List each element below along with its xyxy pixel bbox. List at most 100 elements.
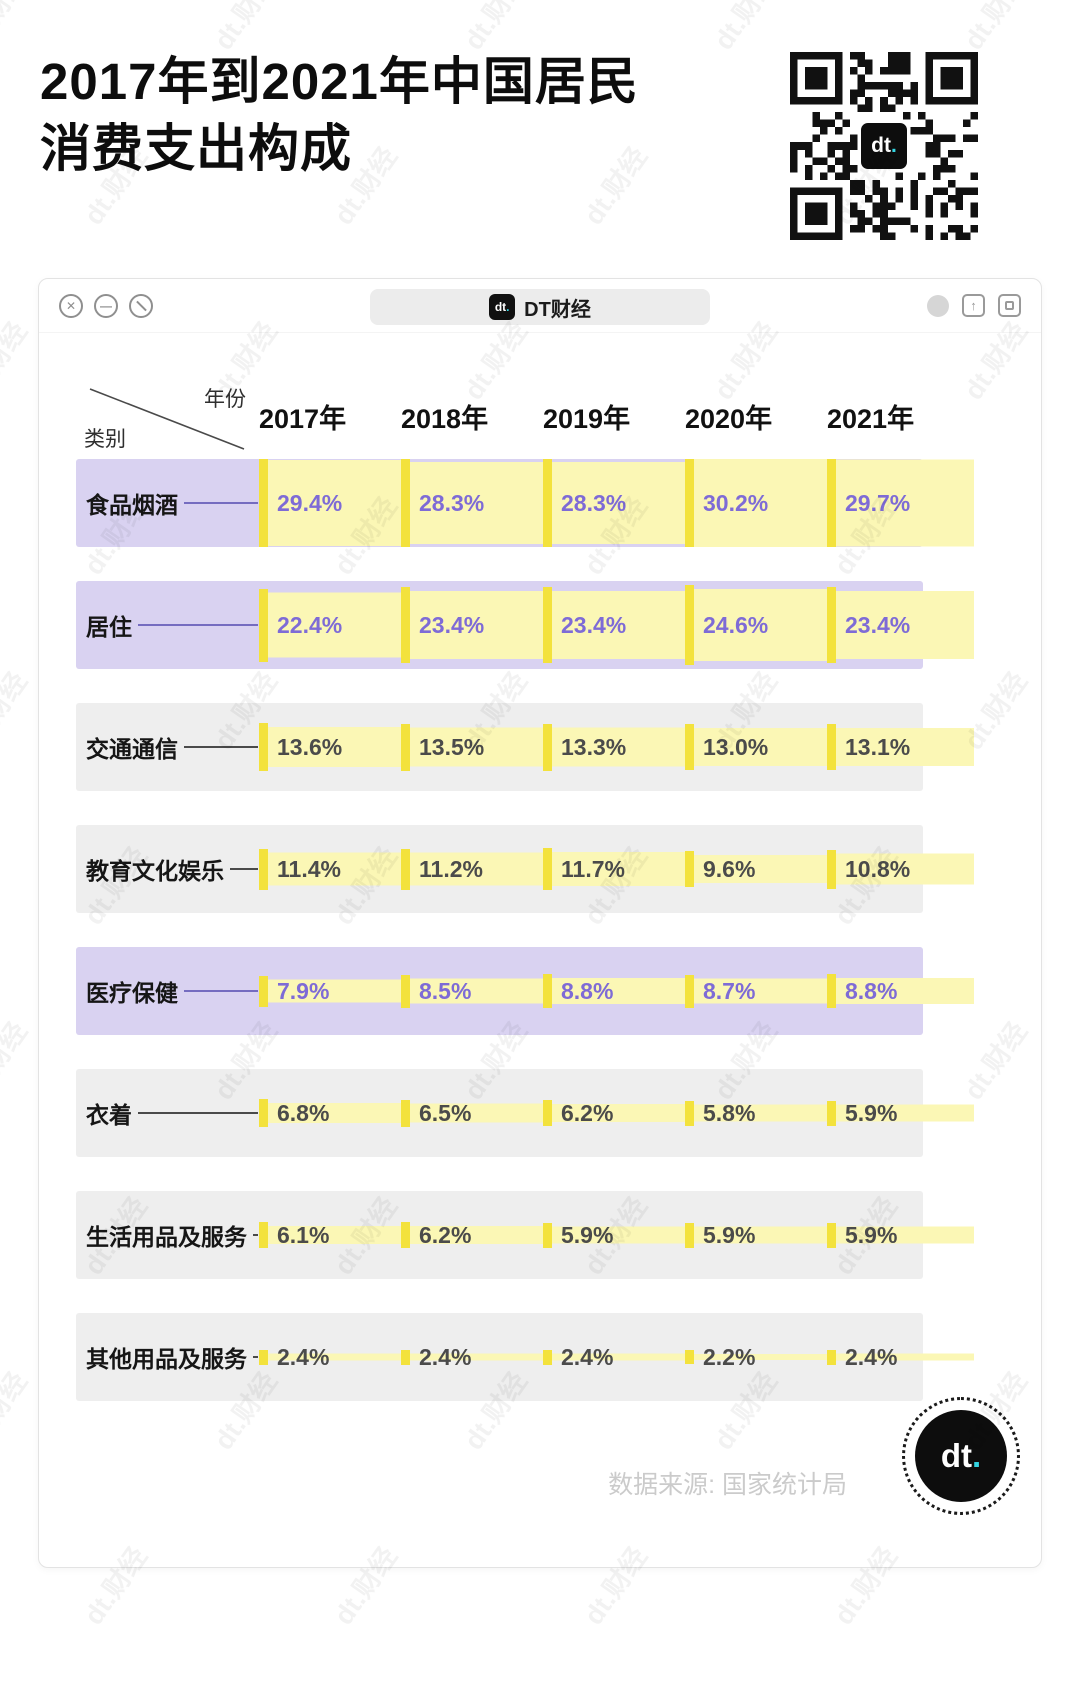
bar-fill <box>836 1104 974 1122</box>
bar-value: 28.3% <box>419 489 485 516</box>
share-button[interactable]: ↑ <box>962 294 985 317</box>
bar-fill <box>268 1353 406 1361</box>
title-line-1: 2017年到2021年中国居民 <box>40 53 639 110</box>
bar-value: 5.8% <box>703 1099 756 1126</box>
bar-cell: 11.7% <box>543 825 690 913</box>
bar-cell: 2.4% <box>401 1313 548 1401</box>
tabs-button[interactable] <box>998 294 1021 317</box>
chart-area: 年份 类别 2017年 2018年 2019年 2020年 2021年 食品烟酒 29.4… <box>76 333 986 1435</box>
bar-fill <box>694 978 832 1004</box>
minimize-button[interactable]: — <box>94 293 118 318</box>
bar-value: 6.5% <box>419 1099 472 1126</box>
year-header-row: 2017年 2018年 2019年 2020年 2021年 <box>76 333 986 459</box>
bar-accent <box>543 848 552 890</box>
bar-fill <box>694 1104 832 1122</box>
bar-accent <box>259 1349 268 1365</box>
bar-cell: 24.6% <box>685 581 832 669</box>
category-label: 生活用品及服务 <box>86 1224 247 1250</box>
slash-icon <box>135 300 147 311</box>
bar-cell: 5.8% <box>685 1069 832 1157</box>
dt-logo-tab: dt. <box>489 294 516 320</box>
connector-line <box>184 746 258 748</box>
bar-cell: 13.0% <box>685 703 832 791</box>
bar-fill <box>836 1353 974 1361</box>
bar-cell: 11.4% <box>259 825 406 913</box>
bar-cell: 29.7% <box>827 459 974 547</box>
watermark-text: dt.财经 <box>0 666 33 756</box>
bar-value: 6.1% <box>277 1221 330 1248</box>
bar-accent <box>401 723 410 771</box>
bar-accent <box>401 459 410 547</box>
bar-cell: 5.9% <box>827 1191 974 1279</box>
bar-value: 30.2% <box>703 489 769 516</box>
bar-accent <box>401 587 410 663</box>
title-line-2: 消费支出构成 <box>40 120 353 178</box>
bar-accent <box>259 459 268 547</box>
bar-cell: 9.6% <box>685 825 832 913</box>
data-source: 数据来源: 国家统计局 <box>608 1471 847 1499</box>
bar-fill <box>694 589 832 661</box>
bar-value: 10.8% <box>845 855 911 882</box>
bar-cell: 6.8% <box>259 1069 406 1157</box>
bar-value: 8.7% <box>703 977 756 1004</box>
bar-accent <box>401 1222 410 1248</box>
browser-window: ✕ — dt. DT财经 ↑ 年份 类别 <box>38 278 1042 1568</box>
bar-accent <box>259 1099 268 1127</box>
bar-value: 13.1% <box>845 733 911 760</box>
bar-accent <box>685 851 694 887</box>
bar-fill <box>552 1104 690 1122</box>
bar-fill <box>410 1103 548 1123</box>
bar-fill <box>552 1226 690 1244</box>
bar-cell: 23.4% <box>827 581 974 669</box>
category-row: 食品烟酒 29.4% 28.3% 28.3% 30.2% 29.7% <box>76 459 974 547</box>
bar-accent <box>827 974 836 1008</box>
bar-value: 2.2% <box>703 1343 756 1370</box>
bar-fill <box>552 852 690 886</box>
bar-fill <box>268 1103 406 1123</box>
bar-accent <box>827 1100 836 1126</box>
tab-label: DT财经 <box>524 298 591 321</box>
bar-value: 24.6% <box>703 611 769 638</box>
record-indicator[interactable] <box>927 294 949 317</box>
year-header: 2018年 <box>401 404 489 434</box>
browser-tab[interactable]: dt. DT财经 <box>370 289 710 325</box>
category-row: 其他用品及服务 2.4% 2.4% 2.4% 2.2% 2.4% <box>76 1313 974 1401</box>
bar-fill <box>836 591 974 659</box>
connector-line <box>253 1356 258 1358</box>
bar-value: 2.4% <box>277 1343 330 1370</box>
bar-accent <box>543 587 552 663</box>
bar-value: 22.4% <box>277 611 343 638</box>
watermark-text: dt.财经 <box>0 0 33 56</box>
bar-cell: 8.8% <box>543 947 690 1035</box>
category-row: 交通通信 13.6% 13.5% 13.3% 13.0% 13.1% <box>76 703 974 791</box>
close-button[interactable]: ✕ <box>59 293 83 318</box>
bar-value: 29.7% <box>845 489 911 516</box>
bar-accent <box>685 974 694 1008</box>
diagonal-divider <box>89 388 245 450</box>
upload-arrow-icon: ↑ <box>970 298 977 313</box>
bar-cell: 23.4% <box>401 581 548 669</box>
bar-fill <box>268 1226 406 1244</box>
bar-fill <box>552 1353 690 1361</box>
year-header: 2019年 <box>543 404 631 434</box>
close-icon: ✕ <box>65 298 77 313</box>
window-controls-left: ✕ — <box>59 293 153 318</box>
bar-cell: 6.2% <box>543 1069 690 1157</box>
category-row: 教育文化娱乐 11.4% 11.2% 11.7% 9.6% 10.8% <box>76 825 974 913</box>
connector-line <box>230 868 258 870</box>
window-controls-right: ↑ <box>927 294 1021 317</box>
bar-fill <box>694 459 832 547</box>
bar-fill <box>836 459 974 547</box>
axis-corner: 年份 类别 <box>84 383 252 453</box>
bar-value: 6.8% <box>277 1099 330 1126</box>
category-row: 生活用品及服务 6.1% 6.2% 5.9% 5.9% 5.9% <box>76 1191 974 1279</box>
category-row: 医疗保健 7.9% 8.5% 8.8% 8.7% 8.8% <box>76 947 974 1035</box>
bar-accent <box>259 848 268 890</box>
table-header: 年份 类别 2017年 2018年 2019年 2020年 2021年 <box>76 333 986 459</box>
bar-cell: 8.5% <box>401 947 548 1035</box>
category-label: 居住 <box>86 614 132 640</box>
bar-value: 23.4% <box>419 611 485 638</box>
watermark-text: dt.财经 <box>1073 1538 1080 1632</box>
block-button[interactable] <box>129 293 153 318</box>
